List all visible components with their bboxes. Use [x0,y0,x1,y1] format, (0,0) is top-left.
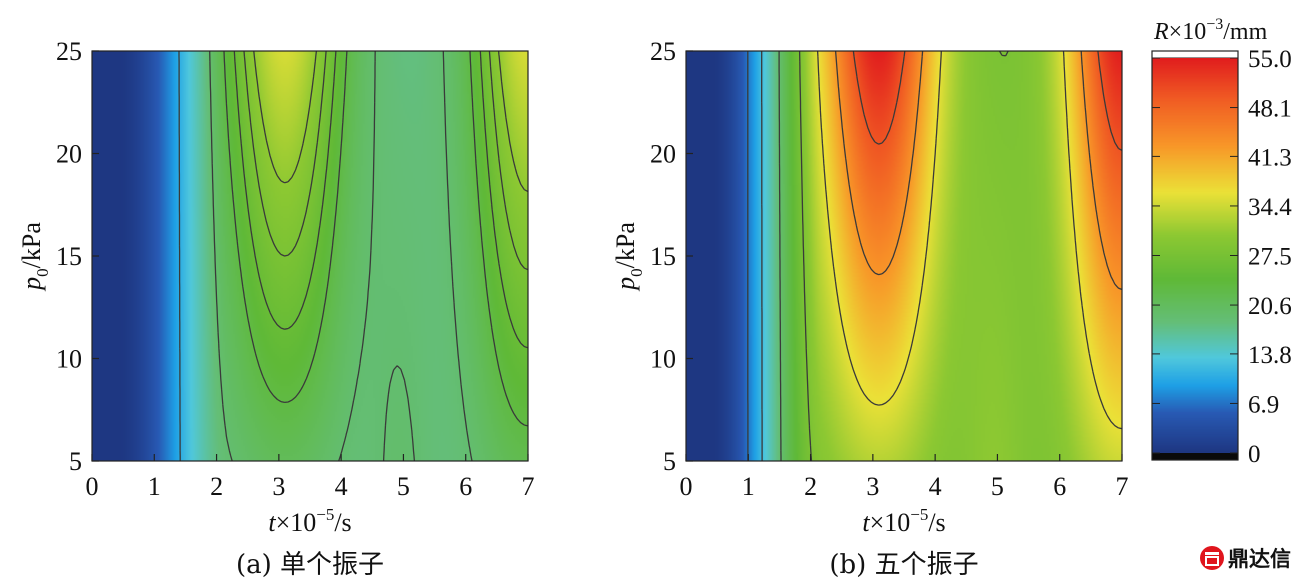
colorbar-gradient [1152,58,1238,453]
x-tick-label: 4 [929,472,942,501]
x-tick-label: 0 [86,472,99,501]
colorbar-tick-label: 27.5 [1248,244,1292,271]
heatmap-image [686,51,1122,461]
contour-plot-five-oscillators: 0 1 2 3 4 5 6 7 5 10 15 20 25 t×10−5/s p0/kPa (b) 五… [611,37,1129,580]
watermark-text: 鼎达信 [1228,547,1291,571]
contour-line [834,51,1122,291]
colorbar-tick-label: 0 [1248,441,1261,468]
x-tick-label: 4 [335,472,348,501]
colorbar-ticks [1152,57,1238,454]
watermark-logo: 鼎达信 [1200,546,1291,571]
panel-caption: (b) 五个振子 [829,550,978,580]
y-tick-label: 10 [56,345,82,374]
y-tick-label: 20 [56,140,82,169]
contour-line [178,51,181,461]
x-tick-label: 3 [866,472,879,501]
contour-line [233,51,528,349]
x-tick-label: 2 [210,472,223,501]
y-tick-label: 20 [650,140,676,169]
contour-line [816,51,1122,430]
y-tick-label: 15 [56,242,82,271]
x-tick-label: 6 [459,472,472,501]
x-tick-label: 6 [1053,472,1066,501]
y-tick-label: 25 [650,37,676,66]
x-tick-label: 2 [804,472,817,501]
colorbar-tick-label: 34.4 [1248,194,1292,221]
colorbar-tick-label: 6.9 [1248,391,1279,418]
colorbar-tick-label: 48.1 [1248,96,1292,123]
y-tick-label: 5 [663,447,676,476]
x-tick-labels: 0 1 2 3 4 5 6 7 [680,472,1129,501]
x-tick-label: 1 [742,472,755,501]
x-tick-label: 5 [991,472,1004,501]
x-axis-label: t×10−5/s [268,505,351,537]
x-tick-label: 7 [522,472,535,501]
panel-caption: (a) 单个振子 [236,550,384,580]
x-tick-label: 0 [680,472,693,501]
x-tick-labels: 0 1 2 3 4 5 6 7 [86,472,535,501]
x-tick-label: 5 [397,472,410,501]
contour-line [852,51,1122,151]
y-tick-label: 10 [650,345,676,374]
contour-line [798,51,1009,461]
colorbar-tick-label: 55.0 [1248,46,1292,73]
contour-line [223,51,528,427]
y-tick-label: 15 [650,242,676,271]
y-axis-label: p0/kPa [17,222,52,292]
contour-line [253,51,528,193]
contour-line [209,51,473,461]
y-tick-labels: 5 10 15 20 25 [650,37,676,476]
y-tick-labels: 5 10 15 20 25 [56,37,82,476]
colorbar-tick-label: 20.6 [1248,293,1292,320]
colorbar-title: R×10−3/mm [1153,16,1268,45]
y-tick-label: 5 [69,447,82,476]
heatmap-image [92,51,528,461]
x-tick-label: 7 [1116,472,1129,501]
x-tick-label: 3 [272,472,285,501]
x-tick-label: 1 [148,472,161,501]
colorbar-top-cap [1151,50,1239,59]
contour-lines [178,51,528,461]
axis-ticks [91,50,529,462]
colorbar-tick-label: 41.3 [1248,144,1292,171]
colorbar-bottom-cap [1152,453,1238,460]
y-axis-label: p0/kPa [611,222,646,292]
contour-lines [747,51,1122,461]
colorbar-tick-label: 13.8 [1248,342,1292,369]
axis-ticks [685,50,1123,462]
contour-line [778,51,782,461]
colorbar: R×10−3/mm 55.0 48.1 41.3 34.4 27.5 20.6 13.8 6.… [1151,16,1292,468]
colorbar-tick-labels: 55.0 48.1 41.3 34.4 27.5 20.6 13.8 6.9 0 [1248,46,1292,468]
y-tick-label: 25 [56,37,82,66]
contour-plot-single-oscillator: 0 1 2 3 4 5 6 7 5 10 15 20 25 t×10−5/s p0/kPa (a) 单… [17,37,535,580]
contour-line [243,51,528,271]
x-axis-label: t×10−5/s [862,505,945,537]
